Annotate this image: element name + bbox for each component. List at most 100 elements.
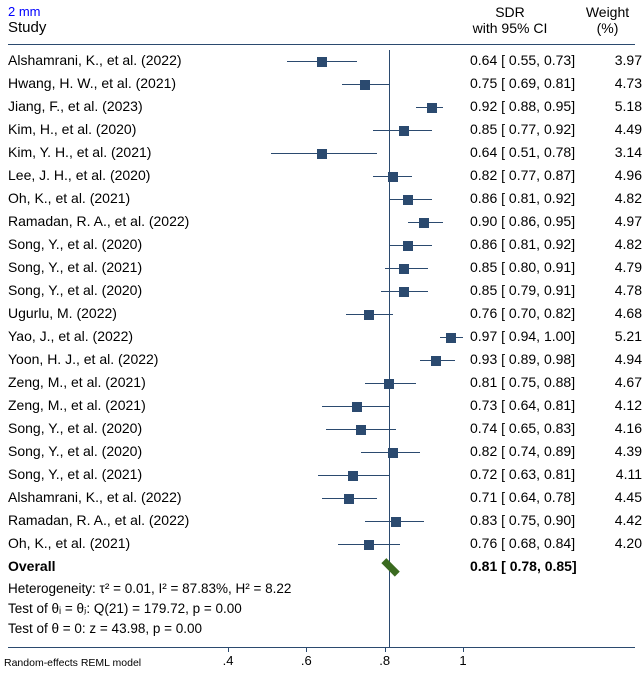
weight: 4.97 [604,213,642,229]
study-row: Kim, Y. H., et al. (2021)0.64 [ 0.51, 0.… [8,142,635,165]
study-label: Song, Y., et al. (2021) [8,466,228,482]
footer-het: Heterogeneity: τ² = 0.01, I² = 87.83%, H… [8,581,635,596]
weight: 4.45 [604,489,642,505]
study-label: Song, Y., et al. (2020) [8,236,228,252]
study-label: Alshamrani, K., et al. (2022) [8,52,228,68]
plot-cell [228,395,463,418]
study-label: Oh, K., et al. (2021) [8,535,228,551]
study-row: Ugurlu, M. (2022)0.76 [ 0.70, 0.82]4.68 [8,303,635,326]
point-estimate-box [360,80,370,90]
sdr-ci: 0.71 [ 0.64, 0.78] [470,489,595,505]
plot-cell [228,280,463,303]
study-label: Ramadan, R. A., et al. (2022) [8,512,228,528]
plot-cell [228,234,463,257]
study-label: Lee, J. H., et al. (2020) [8,167,228,183]
study-label: Yao, J., et al. (2022) [8,328,228,344]
header-sdr-line2: with 95% CI [473,20,548,36]
header-sdr: SDR with 95% CI [450,4,570,36]
plot-cell [228,441,463,464]
point-estimate-box [317,149,327,159]
header-study: Study [8,19,46,36]
weight: 4.79 [604,259,642,275]
overall-ci: 0.81 [ 0.78, 0.85] [470,558,595,574]
study-label: Oh, K., et al. (2021) [8,190,228,206]
point-estimate-box [446,333,456,343]
study-label: Song, Y., et al. (2020) [8,282,228,298]
weight: 4.73 [604,75,642,91]
plot-cell [228,165,463,188]
axis-tick-label: .4 [223,653,234,668]
point-estimate-box [391,517,401,527]
study-label: Yoon, H. J., et al. (2022) [8,351,228,367]
study-label: Jiang, F., et al. (2023) [8,98,228,114]
header-weight-line2: (%) [597,20,619,36]
plot-cell [228,326,463,349]
sdr-ci: 0.64 [ 0.51, 0.78] [470,144,595,160]
study-label: Ugurlu, M. (2022) [8,305,228,321]
axis-tick-label: .6 [301,653,312,668]
weight: 4.94 [604,351,642,367]
study-row: Zeng, M., et al. (2021) 0.73 [ 0.64, 0.81… [8,395,635,418]
weight: 5.21 [604,328,642,344]
sdr-ci: 0.82 [ 0.74, 0.89] [470,443,595,459]
header-weight-line1: Weight [586,4,629,20]
study-label: Kim, H., et al. (2020) [8,121,228,137]
rows: Alshamrani, K., et al. (2022)0.64 [ 0.55… [8,50,635,579]
footer-test2: Test of θ = 0: z = 43.98, p = 0.00 [8,621,635,636]
weight: 4.82 [604,236,642,252]
sdr-ci: 0.75 [ 0.69, 0.81] [470,75,595,91]
point-estimate-box [403,195,413,205]
study-row: Song, Y., et al. (2020)0.86 [ 0.81, 0.92… [8,234,635,257]
study-label: Alshamrani, K., et al. (2022) [8,489,228,505]
footer-test1: Test of θᵢ = θⱼ: Q(21) = 179.72, p = 0.0… [8,601,635,617]
sdr-ci: 0.86 [ 0.81, 0.92] [470,190,595,206]
plot-cell [228,464,463,487]
study-row: Alshamrani, K., et al. (2022)0.64 [ 0.55… [8,50,635,73]
sdr-ci: 0.74 [ 0.65, 0.83] [470,420,595,436]
rule-bottom [8,647,635,648]
plot-cell [228,487,463,510]
weight: 3.14 [604,144,642,160]
sdr-ci: 0.83 [ 0.75, 0.90] [470,512,595,528]
sdr-ci: 0.73 [ 0.64, 0.81] [470,397,595,413]
point-estimate-box [348,471,358,481]
sdr-ci: 0.85 [ 0.79, 0.91] [470,282,595,298]
plot-cell [228,50,463,73]
point-estimate-box [388,172,398,182]
point-estimate-box [431,356,441,366]
study-row: Ramadan, R. A., et al. (2022)0.90 [ 0.86… [8,211,635,234]
weight: 3.97 [604,52,642,68]
plot-cell [228,73,463,96]
sdr-ci: 0.76 [ 0.70, 0.82] [470,305,595,321]
plot-cell [228,533,463,556]
overall-row: Overall0.81 [ 0.78, 0.85] [8,556,635,579]
weight: 4.42 [604,512,642,528]
point-estimate-box [364,540,374,550]
sdr-ci: 0.93 [ 0.89, 0.98] [470,351,595,367]
sdr-ci: 0.76 [ 0.68, 0.84] [470,535,595,551]
study-row: Song, Y., et al. (2020) 0.82 [ 0.74, 0.89… [8,441,635,464]
study-label: Zeng, M., et al. (2021) [8,374,228,390]
point-estimate-box [427,103,437,113]
point-estimate-box [399,126,409,136]
study-row: Zeng, M., et al. (2021)0.81 [ 0.75, 0.88… [8,372,635,395]
plot-cell [228,510,463,533]
plot-cell [228,556,463,579]
study-row: Yao, J., et al. (2022)0.97 [ 0.94, 1.00]… [8,326,635,349]
study-label: Song, Y., et al. (2020) [8,443,228,459]
study-row: Song, Y., et al. (2020)0.74 [ 0.65, 0.83… [8,418,635,441]
point-estimate-box [384,379,394,389]
study-row: Oh, K., et al. (2021)0.86 [ 0.81, 0.92]4… [8,188,635,211]
plot-cell [228,119,463,142]
plot-cell [228,257,463,280]
study-row: Song, Y., et al. (2021)0.85 [ 0.80, 0.91… [8,257,635,280]
plot-cell [228,349,463,372]
header-sdr-line1: SDR [495,4,525,20]
header: 2 mm Study SDR with 95% CI Weight (%) [8,4,635,36]
point-estimate-box [344,494,354,504]
study-row: Song, Y., et al. (2020) 0.85 [ 0.79, 0.91… [8,280,635,303]
study-label: Zeng, M., et al. (2021) [8,397,228,413]
sdr-ci: 0.92 [ 0.88, 0.95] [470,98,595,114]
weight: 5.18 [604,98,642,114]
study-row: Jiang, F., et al. (2023) 0.92 [ 0.88, 0.9… [8,96,635,119]
